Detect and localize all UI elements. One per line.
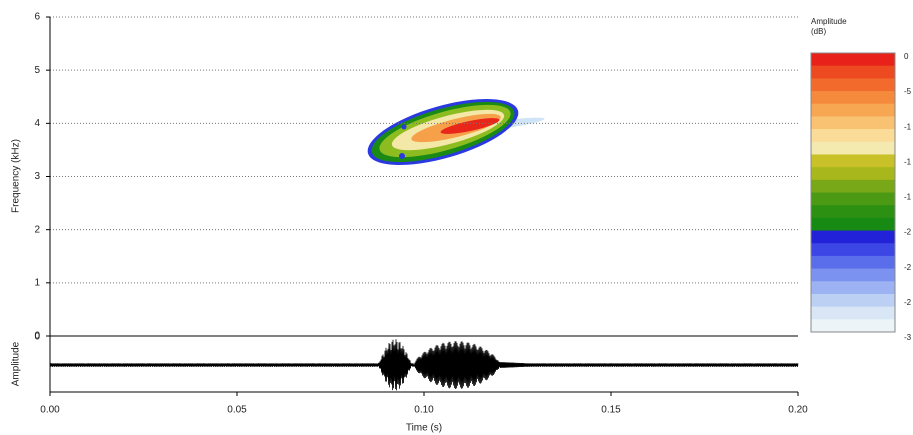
colorbar-band — [811, 217, 895, 232]
y-tick-label: 0 — [34, 331, 40, 342]
colorbar-band — [811, 78, 895, 92]
colorbar-band — [811, 53, 895, 67]
x-tick-label: 0.05 — [227, 405, 247, 416]
waveform — [49, 339, 799, 391]
colorbar-band — [811, 205, 895, 219]
colorbar-label: -2 — [904, 228, 912, 237]
colorbar-band — [811, 141, 895, 155]
colorbar-label: -2 — [904, 298, 912, 307]
colorbar-band — [811, 268, 895, 282]
waveform-tick-label: 0 — [34, 332, 40, 343]
y-tick-label: 2 — [34, 224, 40, 235]
colorbar-band — [811, 243, 895, 257]
waveform-y-label: Amplitude — [11, 341, 22, 386]
colorbar-band — [811, 167, 895, 181]
y-axis-label: Frequency (kHz) — [11, 139, 22, 213]
x-tick-label: 0.15 — [601, 405, 621, 416]
colorbar-band — [811, 116, 895, 130]
colorbar-title: (dB) — [811, 27, 826, 36]
x-tick-label: 0.00 — [40, 405, 60, 416]
y-tick-label: 6 — [34, 12, 40, 23]
colorbar-label: -1 — [904, 157, 912, 166]
colorbar-band — [811, 192, 895, 206]
colorbar-band — [811, 179, 895, 193]
colorbar-label: -2 — [904, 263, 912, 272]
colorbar-band — [811, 154, 895, 168]
colorbar-label: -1 — [904, 122, 912, 131]
colorbar-band — [811, 230, 895, 244]
colorbar-band — [811, 65, 895, 79]
colorbar-label: -1 — [904, 193, 912, 202]
x-tick-label: 0.10 — [414, 405, 434, 416]
colorbar-band — [811, 129, 895, 143]
y-tick-label: 4 — [34, 118, 40, 129]
colorbar-band — [811, 91, 895, 105]
colorbar-band — [811, 281, 895, 295]
colorbar-band — [811, 319, 895, 333]
x-axis-label: Time (s) — [406, 423, 442, 434]
colorbar-label: 0 — [904, 52, 909, 61]
colorbar-label: -5 — [904, 87, 912, 96]
y-tick-label: 1 — [34, 277, 40, 288]
colorbar-band — [811, 293, 895, 308]
colorbar-frame — [810, 52, 896, 333]
spectrogram-image — [367, 99, 545, 165]
colorbar-band — [811, 103, 895, 117]
colorbar-label: -3 — [904, 333, 912, 342]
y-tick-label: 3 — [34, 171, 40, 182]
y-tick-label: 5 — [34, 65, 40, 76]
colorbar-band — [811, 255, 895, 270]
x-tick-label: 0.20 — [788, 405, 808, 416]
colorbar-band — [811, 306, 895, 320]
colorbar-title: Amplitude — [811, 17, 847, 26]
